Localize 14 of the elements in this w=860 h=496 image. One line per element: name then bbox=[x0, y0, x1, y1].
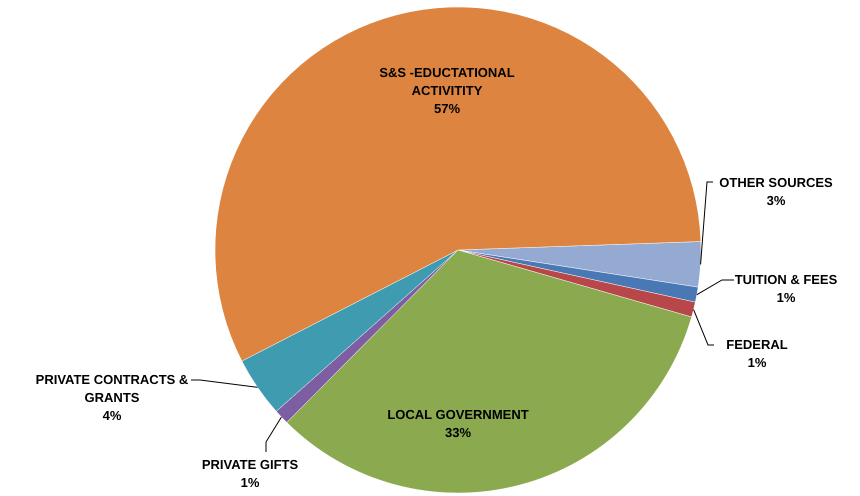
slice-label: TUITION & FEES bbox=[734, 272, 838, 287]
slice-label: FEDERAL bbox=[726, 337, 788, 352]
slice-label: S&S -EDUCTATIONAL ACTIVITITY bbox=[379, 65, 515, 98]
slice-label: LOCAL GOVERNMENT bbox=[387, 407, 529, 422]
data-label: 33% bbox=[444, 425, 472, 440]
slice-label: PRIVATE GIFTS bbox=[202, 457, 298, 472]
data-label: 3% bbox=[766, 193, 786, 208]
data-label: 1% bbox=[240, 475, 260, 490]
slice-label: OTHER SOURCES bbox=[719, 175, 834, 190]
data-label: 57% bbox=[434, 101, 460, 116]
data-label: 4% bbox=[102, 408, 122, 423]
slice-label: PRIVATE CONTRACTS & GRANTS bbox=[36, 372, 188, 405]
data-label: 1% bbox=[776, 290, 796, 305]
data-label: 1% bbox=[748, 355, 767, 370]
